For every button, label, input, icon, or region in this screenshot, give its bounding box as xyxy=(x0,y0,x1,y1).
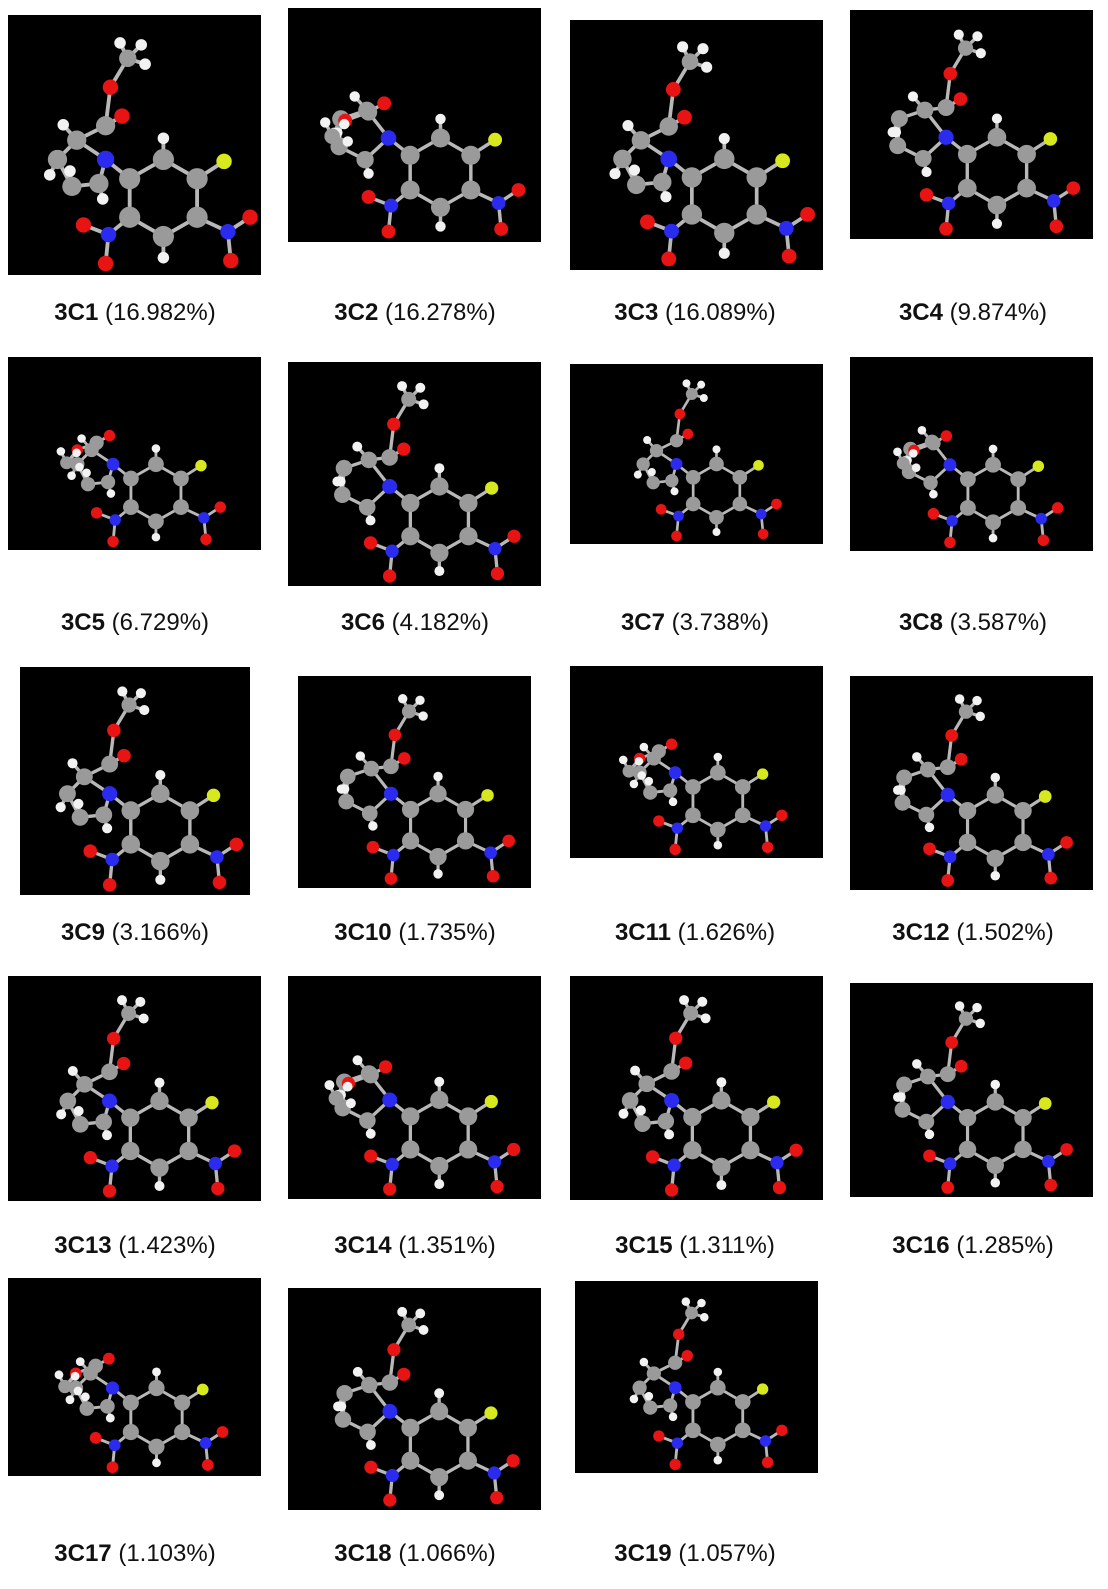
conformer-caption-3C3: 3C3 (16.089%) xyxy=(560,299,830,327)
conformer-id: 3C11 xyxy=(614,919,671,946)
conformer-percent: (1.735%) xyxy=(398,919,496,946)
conformer-id: 3C3 xyxy=(614,299,659,326)
conformer-caption-3C14: 3C14 (1.351%) xyxy=(280,1232,550,1260)
conformer-caption-3C17: 3C17 (1.103%) xyxy=(0,1540,270,1568)
conformer-image-3C15 xyxy=(570,976,823,1200)
conformer-percent: (9.874%) xyxy=(949,299,1048,326)
conformer-caption-3C15: 3C15 (1.311%) xyxy=(560,1232,830,1260)
conformer-image-3C9 xyxy=(20,667,250,895)
conformer-percent: (16.278%) xyxy=(384,299,496,326)
conformer-caption-3C7: 3C7 (3.738%) xyxy=(560,609,830,637)
conformer-caption-3C18: 3C18 (1.066%) xyxy=(280,1540,550,1568)
conformer-caption-3C11: 3C11 (1.626%) xyxy=(560,919,830,947)
conformer-image-3C6 xyxy=(288,362,541,586)
conformer-percent: (3.738%) xyxy=(671,609,770,636)
molecule-3C12 xyxy=(893,694,1073,887)
conformer-id: 3C4 xyxy=(898,299,943,326)
conformer-id: 3C14 xyxy=(334,1232,392,1259)
conformer-caption-3C16: 3C16 (1.285%) xyxy=(838,1232,1108,1260)
conformer-image-3C3 xyxy=(570,20,823,270)
conformer-percent: (16.982%) xyxy=(104,299,216,326)
molecule-3C6 xyxy=(332,381,521,583)
conformer-image-3C14 xyxy=(288,976,541,1199)
conformer-id: 3C7 xyxy=(620,609,665,636)
conformer-percent: (1.066%) xyxy=(398,1540,496,1567)
molecule-3C13 xyxy=(56,995,242,1198)
molecule-3C8 xyxy=(893,425,1064,549)
conformer-percent: (6.729%) xyxy=(111,609,210,636)
conformer-image-3C13 xyxy=(8,976,261,1201)
molecule-3C15 xyxy=(618,995,803,1197)
molecule-3C10 xyxy=(336,694,516,885)
molecule-3C9 xyxy=(55,686,244,892)
molecule-3C3 xyxy=(609,41,816,267)
conformer-image-3C8 xyxy=(850,357,1093,551)
molecule-3C17 xyxy=(54,1352,229,1474)
conformer-id: 3C9 xyxy=(60,919,105,946)
conformer-percent: (4.182%) xyxy=(391,609,490,636)
conformer-image-3C19 xyxy=(575,1281,818,1473)
conformer-id: 3C18 xyxy=(334,1540,392,1567)
conformer-image-3C7 xyxy=(570,364,823,544)
conformer-id: 3C8 xyxy=(898,609,943,636)
conformer-image-3C16 xyxy=(850,983,1093,1197)
conformer-percent: (1.626%) xyxy=(677,919,776,946)
conformer-id: 3C17 xyxy=(54,1540,112,1567)
conformer-id: 3C5 xyxy=(60,609,105,636)
conformer-id: 3C13 xyxy=(54,1232,112,1259)
conformer-percent: (3.166%) xyxy=(111,919,210,946)
conformer-image-3C10 xyxy=(298,676,531,888)
conformer-id: 3C12 xyxy=(892,919,950,946)
conformer-id: 3C6 xyxy=(340,609,385,636)
conformer-percent: (1.311%) xyxy=(679,1232,775,1259)
molecule-3C1 xyxy=(43,37,258,272)
conformer-id: 3C16 xyxy=(892,1232,950,1259)
conformer-percent: (1.502%) xyxy=(956,919,1054,946)
molecule-3C18 xyxy=(333,1306,520,1507)
conformer-caption-3C5: 3C5 (6.729%) xyxy=(0,609,270,637)
conformer-image-3C18 xyxy=(288,1288,541,1510)
conformer-caption-3C2: 3C2 (16.278%) xyxy=(280,299,550,327)
conformer-image-3C1 xyxy=(8,15,261,275)
conformer-caption-3C13: 3C13 (1.423%) xyxy=(0,1232,270,1260)
conformer-caption-3C4: 3C4 (9.874%) xyxy=(838,299,1108,327)
conformer-percent: (1.285%) xyxy=(956,1232,1054,1259)
conformer-percent: (1.423%) xyxy=(118,1232,216,1259)
conformer-id: 3C15 xyxy=(615,1232,673,1259)
conformer-caption-3C9: 3C9 (3.166%) xyxy=(0,919,270,947)
conformer-caption-3C6: 3C6 (4.182%) xyxy=(280,609,550,637)
conformer-caption-3C8: 3C8 (3.587%) xyxy=(838,609,1108,637)
conformer-caption-3C10: 3C10 (1.735%) xyxy=(280,919,550,947)
conformer-image-3C4 xyxy=(850,10,1093,239)
conformer-caption-3C12: 3C12 (1.502%) xyxy=(838,919,1108,947)
conformer-image-3C5 xyxy=(8,357,261,550)
conformer-id: 3C1 xyxy=(54,299,99,326)
conformer-percent: (1.103%) xyxy=(118,1540,216,1567)
conformer-percent: (3.587%) xyxy=(949,609,1048,636)
conformer-image-3C11 xyxy=(570,666,823,858)
molecule-3C16 xyxy=(893,1001,1073,1194)
molecule-3C14 xyxy=(324,1055,521,1196)
conformer-percent: (16.089%) xyxy=(664,299,776,326)
conformer-image-3C12 xyxy=(850,676,1093,890)
molecule-3C11 xyxy=(618,738,788,856)
conformer-caption-3C19: 3C19 (1.057%) xyxy=(560,1540,830,1568)
molecule-3C7 xyxy=(633,379,782,542)
conformer-id: 3C19 xyxy=(614,1540,672,1567)
conformer-image-3C17 xyxy=(8,1278,261,1476)
molecule-3C2 xyxy=(320,91,526,239)
conformer-percent: (1.351%) xyxy=(398,1232,496,1259)
conformer-image-3C2 xyxy=(288,8,541,242)
molecule-3C19 xyxy=(629,1297,788,1471)
molecule-3C5 xyxy=(56,429,226,548)
molecule-3C4 xyxy=(887,29,1081,236)
conformer-id: 3C10 xyxy=(334,919,392,946)
conformer-caption-3C1: 3C1 (16.982%) xyxy=(0,299,270,327)
conformer-id: 3C2 xyxy=(334,299,379,326)
conformer-percent: (1.057%) xyxy=(678,1540,776,1567)
